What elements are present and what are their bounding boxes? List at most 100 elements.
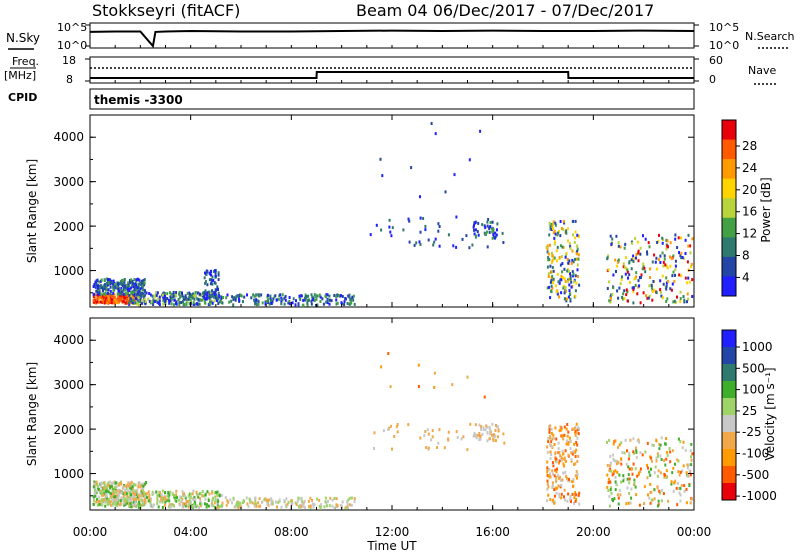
range-gate-cell [674, 479, 677, 483]
range-gate-cell [607, 477, 610, 481]
range-gate-cell [637, 249, 640, 253]
range-gate-cell [105, 281, 108, 285]
range-gate-cell [326, 504, 328, 508]
range-gate-cell [633, 277, 636, 281]
range-gate-cell [308, 505, 311, 508]
range-gate-cell [477, 221, 480, 225]
range-gate-cell [207, 504, 210, 508]
range-gate-cell [150, 293, 152, 297]
range-gate-cell [665, 450, 668, 454]
range-gate-cell [553, 236, 556, 240]
range-gate-cell [196, 297, 199, 301]
range-gate-cell [607, 268, 610, 272]
range-gate-cell [614, 258, 617, 262]
range-gate-cell [106, 499, 109, 503]
range-gate-cell [336, 301, 339, 305]
range-gate-cell [688, 280, 691, 284]
range-gate-cell [139, 485, 142, 489]
range-gate-cell [199, 497, 201, 500]
range-gate-cell [667, 279, 670, 283]
range-gate-cell [160, 497, 163, 501]
range-gate-cell [264, 497, 267, 501]
range-gate-cell [683, 484, 686, 488]
range-gate-cell [116, 489, 119, 493]
range-gate-cell [574, 274, 577, 278]
range-gate-cell [316, 497, 319, 501]
range-gate-cell [606, 287, 609, 290]
range-gate-cell [658, 442, 661, 446]
range-gate-cell [550, 453, 553, 456]
range-gate-cell [659, 443, 662, 447]
range-gate-cell [270, 497, 273, 501]
range-gate-cell [254, 496, 257, 500]
range-gate-cell [180, 301, 183, 304]
range-gate-cell [574, 450, 577, 454]
range-gate-cell [547, 436, 550, 440]
range-gate-cell [563, 464, 566, 468]
range-gate-cell [677, 236, 680, 240]
range-gate-cell [214, 269, 217, 272]
range-gate-cell [118, 292, 121, 296]
range-gate-cell [620, 278, 623, 282]
range-gate-cell [152, 492, 155, 495]
range-gate-cell [143, 281, 146, 285]
range-gate-cell [636, 474, 639, 478]
range-gate-cell [646, 476, 649, 480]
range-gate-cell [170, 298, 173, 302]
range-gate-cell [238, 299, 241, 303]
range-gate-cell [318, 504, 321, 508]
range-gate-cell [465, 234, 468, 238]
range-gate-cell [177, 498, 180, 502]
range-gate-cell [204, 493, 207, 497]
velocity-y-axis-label: Slant Range [km] [25, 362, 39, 466]
range-gate-cell [118, 299, 121, 303]
range-gate-cell [103, 483, 106, 487]
range-gate-cell [548, 427, 551, 431]
range-gate-cell [650, 498, 653, 502]
range-gate-cell [210, 504, 213, 508]
range-gate-cell [147, 490, 150, 494]
range-gate-cell [621, 296, 624, 299]
range-gate-cell [175, 301, 178, 305]
range-gate-cell [119, 501, 122, 505]
range-gate-cell [206, 294, 209, 298]
range-gate-cell [292, 297, 295, 301]
range-gate-cell [632, 254, 635, 258]
range-gate-cell [144, 302, 147, 306]
range-gate-cell [647, 466, 649, 470]
range-gate-cell [243, 295, 246, 299]
range-gate-cell [208, 296, 211, 300]
range-gate-cell [554, 486, 557, 490]
range-gate-cell [117, 289, 120, 293]
range-gate-cell [156, 497, 159, 500]
range-gate-cell [345, 505, 348, 509]
range-gate-cell [673, 481, 676, 485]
range-gate-cell [685, 487, 688, 491]
range-gate-cell [472, 225, 475, 229]
range-gate-cell [550, 276, 553, 280]
range-gate-cell [679, 440, 682, 444]
range-gate-cell [609, 480, 612, 484]
range-gate-cell [389, 230, 392, 234]
range-gate-cell [679, 486, 682, 490]
range-gate-cell [639, 252, 642, 256]
range-gate-cell [107, 288, 110, 292]
range-gate-cell [194, 502, 197, 506]
range-gate-cell [551, 461, 554, 465]
range-gate-cell [565, 229, 568, 233]
range-gate-cell [267, 498, 270, 502]
range-gate-cell [679, 470, 682, 474]
x-tick-label: 04:00 [173, 525, 208, 539]
range-gate-cell [142, 279, 145, 282]
range-gate-cell [493, 433, 495, 437]
range-gate-cell [214, 274, 217, 278]
range-gate-cell [162, 295, 165, 299]
range-gate-cell [151, 294, 154, 298]
range-gate-cell [187, 500, 189, 503]
range-gate-cell [130, 291, 133, 295]
range-gate-cell [93, 482, 96, 486]
range-gate-cell [279, 293, 282, 297]
range-gate-cell [168, 505, 171, 509]
range-gate-cell [606, 256, 609, 260]
range-gate-cell [630, 487, 633, 491]
